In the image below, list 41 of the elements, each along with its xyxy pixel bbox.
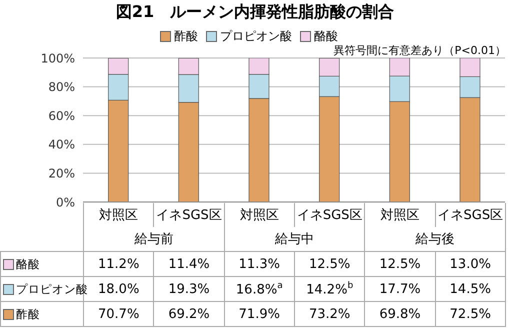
data-label: 19.3%	[154, 276, 224, 302]
data-label: 11.3%	[224, 252, 294, 276]
x-tick-label: イネSGS区	[294, 203, 365, 227]
x-tick-label: イネSGS区	[154, 203, 224, 227]
data-label: 71.9%	[224, 302, 294, 326]
data-label: 73.2%	[294, 302, 365, 326]
text: 給与中	[224, 227, 365, 252]
y-tick-label: 40%	[48, 138, 75, 152]
x-tick-label: 対照区	[364, 203, 436, 227]
data-label: 69.8%	[364, 302, 436, 326]
text: a	[277, 280, 283, 291]
text: 酪酸	[16, 256, 40, 270]
data-label: 11.2%	[84, 252, 154, 276]
data-label: 72.5%	[435, 302, 506, 326]
x-tick-label: 対照区	[224, 203, 294, 227]
y-tick-label: 100%	[40, 51, 75, 66]
data-label: 14.5%	[435, 276, 506, 302]
text: 給与前	[84, 227, 224, 252]
data-label: 69.2%	[154, 302, 224, 326]
chart-title: 図21 ルーメン内揮発性脂肪酸の割合	[114, 2, 396, 23]
legend-label: プロピオン酸	[219, 29, 292, 43]
x-tick-label: 対照区	[84, 203, 154, 227]
text: 酢酸	[16, 306, 40, 320]
data-label: 12.5%	[364, 252, 436, 276]
data-label: 70.7%	[84, 302, 154, 326]
legend-label: 酢酸	[173, 29, 198, 43]
data-label: 18.0%	[98, 282, 140, 296]
text: プロピオン酸	[16, 282, 88, 296]
text: b	[347, 280, 354, 291]
y-tick-label: 80%	[48, 80, 75, 94]
data-label: 11.4%	[154, 252, 224, 276]
text: 異符号間に有意差あり（P<0.01）	[334, 43, 506, 58]
data-label: 13.0%	[435, 252, 506, 276]
data-label: 17.7%	[364, 276, 436, 302]
x-tick-label: イネSGS区	[435, 203, 506, 227]
data-label: 12.5%	[294, 252, 365, 276]
y-tick-label: 0%	[56, 195, 75, 210]
text: 給与後	[364, 227, 506, 252]
y-tick-label: 60%	[48, 108, 75, 123]
y-tick-label: 20%	[48, 166, 75, 180]
legend-label: 酪酸	[313, 29, 338, 43]
